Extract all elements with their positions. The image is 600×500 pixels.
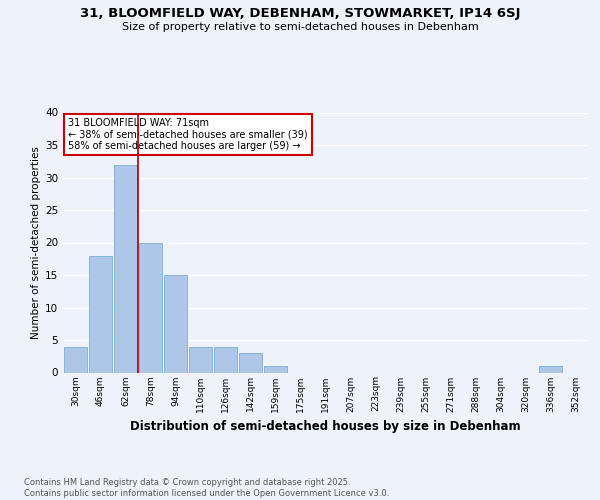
Bar (539, 366, 562, 372)
Bar (214, 346, 237, 372)
Bar (189, 346, 212, 372)
Bar (239, 353, 262, 372)
Text: 31 BLOOMFIELD WAY: 71sqm
← 38% of semi-detached houses are smaller (39)
58% of s: 31 BLOOMFIELD WAY: 71sqm ← 38% of semi-d… (68, 118, 308, 151)
Bar (139, 242, 162, 372)
Bar (264, 366, 287, 372)
Text: 31, BLOOMFIELD WAY, DEBENHAM, STOWMARKET, IP14 6SJ: 31, BLOOMFIELD WAY, DEBENHAM, STOWMARKET… (80, 8, 520, 20)
X-axis label: Distribution of semi-detached houses by size in Debenham: Distribution of semi-detached houses by … (130, 420, 521, 433)
Bar (164, 275, 187, 372)
Text: Contains HM Land Registry data © Crown copyright and database right 2025.
Contai: Contains HM Land Registry data © Crown c… (24, 478, 389, 498)
Bar (64, 346, 87, 372)
Text: Size of property relative to semi-detached houses in Debenham: Size of property relative to semi-detach… (122, 22, 478, 32)
Bar (89, 256, 112, 372)
Y-axis label: Number of semi-detached properties: Number of semi-detached properties (31, 146, 41, 339)
Bar (114, 164, 137, 372)
